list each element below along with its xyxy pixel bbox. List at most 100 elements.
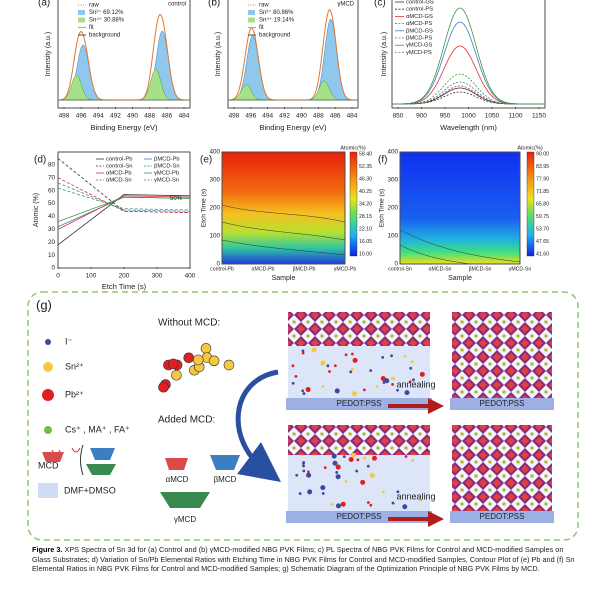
ion <box>355 469 359 473</box>
y-tick-label: 100 <box>209 233 220 240</box>
ion <box>366 501 370 504</box>
curve <box>57 182 191 212</box>
x-axis-label: Sample <box>272 275 296 282</box>
x-tick-label: 1000 <box>461 113 476 120</box>
ion <box>342 455 346 459</box>
x-axis-label: Binding Energy (eV) <box>90 123 158 132</box>
label: Atomic(%) <box>340 145 366 151</box>
ion <box>350 452 356 458</box>
legend-label: αMCD-PS <box>406 21 432 27</box>
ion <box>369 369 373 373</box>
substrate-label: PEDOT:PSS <box>480 512 525 521</box>
ion <box>381 356 385 359</box>
ion <box>302 460 306 464</box>
x-tick-label: 1050 <box>485 113 500 120</box>
ion <box>291 381 295 385</box>
ion <box>391 383 394 386</box>
curve <box>392 81 545 105</box>
label: 50% <box>170 196 183 202</box>
colorbar-tick-label: 77.90 <box>536 176 549 182</box>
ion <box>412 378 415 382</box>
x-tick-label: control-Sn <box>388 266 412 272</box>
ion <box>360 479 366 485</box>
contour-lines <box>221 204 346 256</box>
legend-label: αMCD-GS <box>406 14 433 20</box>
ion <box>302 464 305 468</box>
caption: Figure 3. XPS Spectra of Sn 3d for (a) C… <box>32 545 577 574</box>
colorbar-tick-label: 16.05 <box>359 239 372 245</box>
ion <box>362 388 366 392</box>
ion <box>294 375 298 378</box>
legend-swatch <box>78 10 85 15</box>
x-tick-label: 498 <box>229 113 240 120</box>
colorbar-tick-label: 10.00 <box>359 251 372 257</box>
colorbar-tick-label: 47.65 <box>536 239 549 245</box>
x-tick-label: 496 <box>76 113 87 120</box>
panel-label: (a) <box>38 0 50 9</box>
x-tick-label: 400 <box>185 273 196 280</box>
ion <box>295 473 299 477</box>
legend-label: raw <box>89 3 99 9</box>
ion <box>335 464 341 470</box>
ion <box>344 480 348 483</box>
y-tick-label: 200 <box>387 205 398 212</box>
label: MCD <box>38 460 59 470</box>
x-tick-label: αMCD-Sn <box>429 266 452 272</box>
ion <box>330 502 334 506</box>
panel-label: (f) <box>378 155 387 166</box>
ion <box>403 355 407 358</box>
ion <box>344 353 348 357</box>
colorbar-tick-label: 40.25 <box>359 189 372 195</box>
colorbar-tick-label: 46.30 <box>359 176 372 182</box>
x-tick-label: γMCD-Sn <box>509 266 532 272</box>
y-tick-label: 100 <box>387 233 398 240</box>
process-label: annealing <box>396 491 435 501</box>
x-tick-label: 100 <box>86 273 97 280</box>
y-axis-label: Etch Time (s) <box>201 189 208 227</box>
label: αMCD <box>166 475 189 484</box>
curve <box>57 195 191 230</box>
curve <box>392 85 545 105</box>
colorbar-tick-label: 90.00 <box>536 151 549 157</box>
ion <box>302 392 306 395</box>
substrate-label: PEDOT:PSS <box>480 399 525 408</box>
y-tick-label: 0 <box>394 261 398 268</box>
x-tick-label: 492 <box>110 113 121 120</box>
ion <box>320 360 326 366</box>
ion <box>390 354 393 358</box>
ion <box>208 355 220 367</box>
x-tick-label: 488 <box>144 113 155 120</box>
ion <box>419 371 425 377</box>
colorbar-tick-label: 65.80 <box>536 201 549 207</box>
colorbar-tick-label: 71.85 <box>536 189 549 195</box>
legend-label: Sn⁴⁺ 30.88% <box>89 17 125 24</box>
x-tick-label: 950 <box>440 113 451 120</box>
label: βMCD <box>214 475 237 484</box>
ion <box>391 501 395 505</box>
contour-f <box>400 152 520 264</box>
legend-label: βMCD-Pb <box>154 157 180 163</box>
panel-g-frame <box>27 291 579 541</box>
legend-label: βMCD-PS <box>406 36 432 42</box>
schematic <box>38 312 554 527</box>
ion <box>321 492 325 495</box>
y-axis-label: Intensity (a.u.) <box>381 32 388 76</box>
ion <box>335 503 341 509</box>
ion <box>396 490 400 494</box>
ion <box>356 458 360 462</box>
legend-label: βMCD-GS <box>406 28 433 34</box>
colorbar-tick-label: 22.10 <box>359 226 372 232</box>
ion <box>323 466 327 470</box>
ion <box>301 351 305 355</box>
x-tick-label: βMCD-Pb <box>293 266 316 272</box>
ion <box>350 367 354 371</box>
y-axis-label: Intensity (a.u.) <box>215 32 222 76</box>
y-tick-label: 40 <box>48 213 56 220</box>
contour-e <box>222 152 345 264</box>
legend-label: background <box>259 33 290 39</box>
substrate-label: PEDOT:PSS <box>337 512 382 521</box>
ion <box>369 473 375 479</box>
colorbar-tick-label: 52.35 <box>359 164 372 170</box>
